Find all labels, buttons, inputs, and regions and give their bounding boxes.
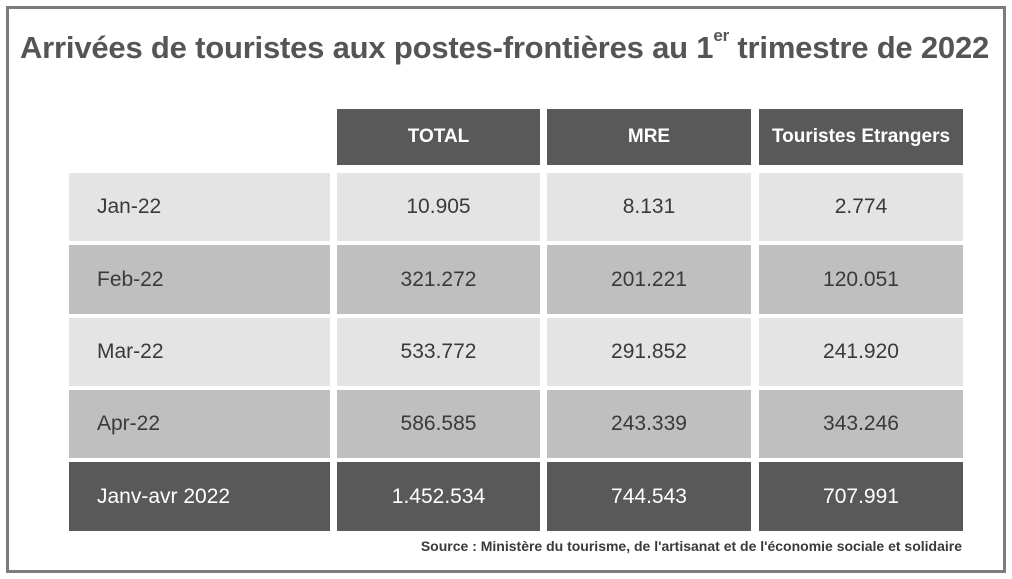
table-cell: 533.772 — [337, 318, 540, 386]
table-cell: 120.051 — [759, 245, 963, 314]
table-cell: 8.131 — [547, 173, 751, 241]
column-header-total: TOTAL — [337, 109, 540, 165]
row-label-feb-22: Feb-22 — [69, 245, 330, 314]
table-cell: 1.452.534 — [337, 462, 540, 531]
chart-title-superscript: er — [713, 26, 729, 45]
chart-title-end: trimestre de 2022 — [729, 30, 990, 65]
row-label-apr-22: Apr-22 — [69, 390, 330, 458]
table-cell: 707.991 — [759, 462, 963, 531]
table-cell: 243.339 — [547, 390, 751, 458]
row-label-janv-avr-2022: Janv-avr 2022 — [69, 462, 330, 531]
table-cell: 321.272 — [337, 245, 540, 314]
row-label-mar-22: Mar-22 — [69, 318, 330, 386]
row-label-jan-22: Jan-22 — [69, 173, 330, 241]
table-cell: 10.905 — [337, 173, 540, 241]
chart-title-main: Arrivées de touristes aux postes-frontiè… — [20, 30, 714, 65]
table-cell: 343.246 — [759, 390, 963, 458]
table-cell: 201.221 — [547, 245, 751, 314]
table-cell: 744.543 — [547, 462, 751, 531]
table-cell: 291.852 — [547, 318, 751, 386]
table-cell: 2.774 — [759, 173, 963, 241]
source-note: Source : Ministère du tourisme, de l'art… — [420, 538, 962, 554]
column-header-touristes-etrangers: Touristes Etrangers — [759, 109, 963, 165]
column-header-mre: MRE — [547, 109, 751, 165]
chart-title: Arrivées de touristes aux postes-frontiè… — [20, 26, 990, 66]
table-cell: 241.920 — [759, 318, 963, 386]
table-cell: 586.585 — [337, 390, 540, 458]
